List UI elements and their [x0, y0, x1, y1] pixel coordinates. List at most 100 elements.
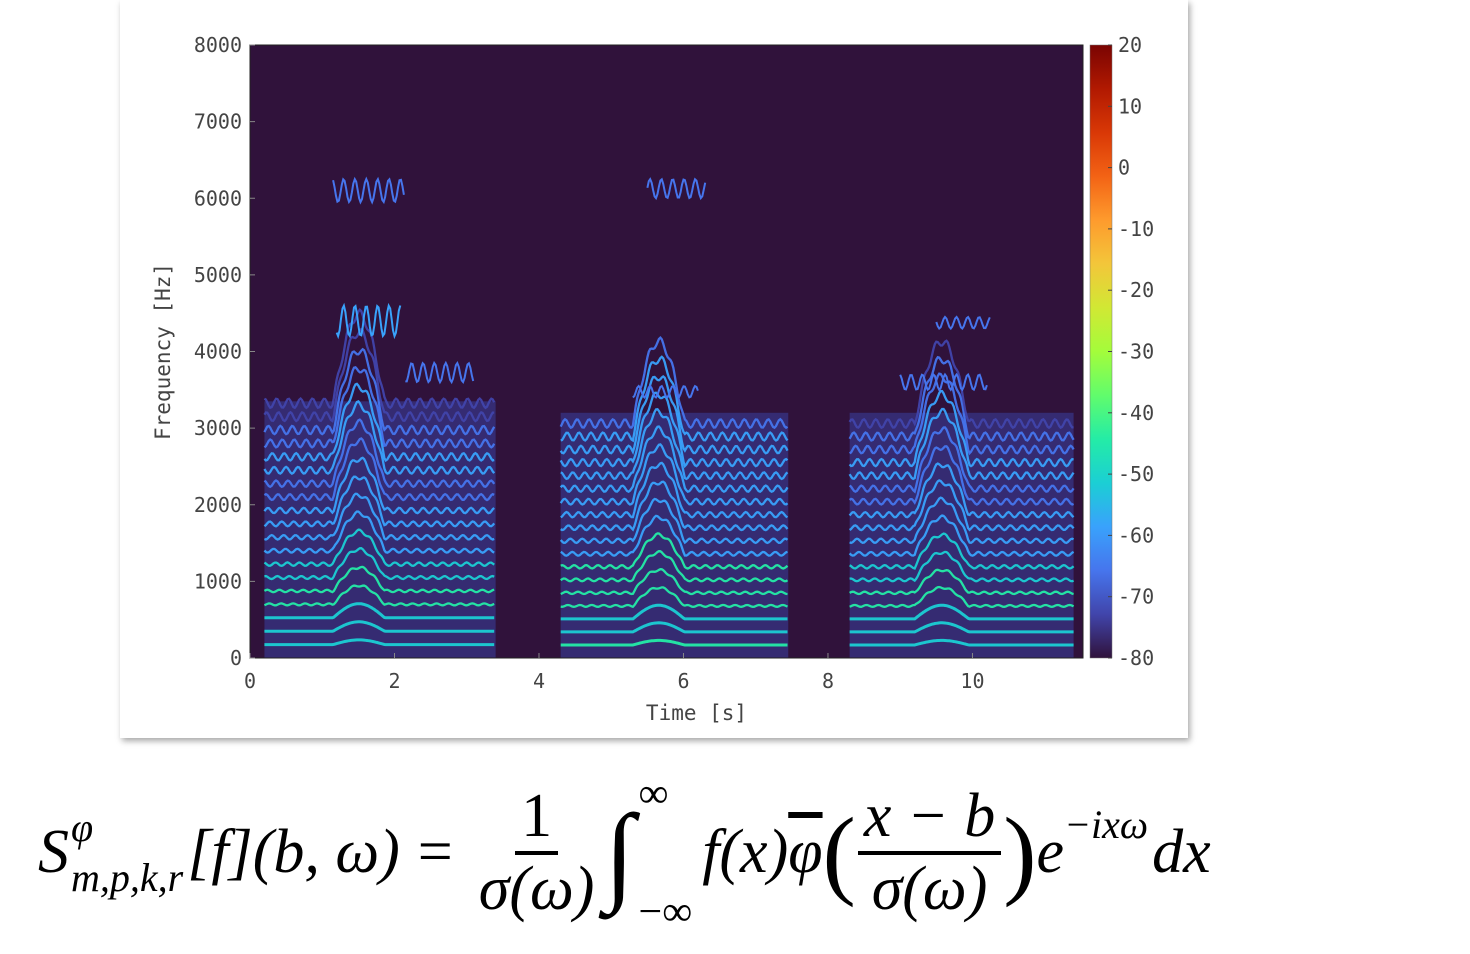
harmonic-line	[848, 426, 1075, 494]
high-frequency-burst	[405, 360, 475, 385]
harmonic-line	[263, 528, 495, 568]
harmonic-line	[560, 568, 788, 596]
y-tick-label: 2000	[194, 493, 242, 517]
harmonic-line	[264, 547, 495, 581]
voiced-segment-2	[848, 339, 1075, 658]
spectrogram-chart: 0 1000 2000 3000 4000 5000 6000 7000 8000 0 2 4 6 8 10…	[151, 33, 1154, 725]
formula-subscript: m,p,k,r	[71, 854, 184, 900]
colorbar-tick-label: 20	[1118, 33, 1142, 57]
colorbar-tick-label: 10	[1118, 94, 1142, 118]
colorbar-tick-label: -50	[1118, 462, 1154, 486]
high-frequency-burst	[335, 302, 402, 340]
harmonic-line	[848, 514, 1075, 557]
harmonic-line	[560, 514, 788, 557]
harmonic-line	[560, 550, 789, 583]
harmonic-line	[263, 347, 496, 436]
x-tick-label: 4	[533, 669, 545, 693]
harmonic-line	[559, 375, 789, 455]
harmonic-line	[559, 497, 789, 545]
harmonic-line	[848, 462, 1075, 519]
integral-sign: ∫	[604, 791, 635, 914]
harmonic-line	[559, 425, 789, 494]
harmonic-line	[849, 532, 1075, 570]
harmonic-line	[848, 407, 1075, 481]
spectrogram-marks	[263, 176, 1075, 658]
colorbar-tick-label: -80	[1118, 646, 1154, 670]
harmonic-line	[560, 586, 788, 609]
colorbar-tick-label: 0	[1118, 156, 1130, 180]
harmonic-line	[263, 400, 496, 475]
x-tick-label: 0	[244, 669, 256, 693]
harmonic-line	[560, 621, 788, 634]
formula-fx: f(x)	[702, 818, 789, 886]
harmonic-line	[849, 496, 1075, 545]
colorbar-tick-label: -10	[1118, 217, 1154, 241]
x-axis-label: Time [s]	[646, 701, 747, 725]
harmonic-line	[264, 602, 495, 620]
harmonic-line	[263, 437, 495, 502]
harmonic-line	[264, 638, 495, 647]
formula-f-bracket: [f]	[187, 818, 253, 886]
formula-S: S	[38, 818, 69, 886]
voiced-segment-1	[559, 336, 789, 658]
formula-scripts: φ m,p,k,r	[71, 804, 184, 900]
formula-dx: dx	[1152, 818, 1211, 886]
x-tick-label: 6	[677, 669, 689, 693]
harmonic-line	[560, 603, 788, 621]
harmonic-line	[849, 585, 1075, 608]
fraction-1-numerator: 1	[515, 782, 559, 855]
integral-limits: ∞ −∞	[639, 773, 693, 933]
formula-exponent: −ixω	[1064, 802, 1149, 847]
harmonic-line	[264, 620, 495, 633]
x-tick-label: 2	[388, 669, 400, 693]
harmonic-line	[849, 603, 1074, 621]
y-tick-label: 5000	[194, 263, 242, 287]
harmonic-line	[263, 418, 496, 489]
formula-fraction-1: 1 σ(ω)	[479, 782, 595, 922]
harmonic-line	[263, 456, 495, 515]
fraction-1-denominator: σ(ω)	[478, 854, 595, 923]
harmonic-line	[849, 638, 1074, 647]
fraction-2-denominator: σ(ω)	[871, 854, 988, 923]
harmonic-line	[263, 565, 495, 594]
harmonic-line	[848, 389, 1074, 468]
harmonic-line	[264, 492, 495, 541]
harmonic-line	[263, 510, 495, 554]
harmonic-line	[263, 327, 495, 423]
harmonic-line	[560, 638, 788, 647]
harmonic-line	[263, 584, 495, 607]
harmonic-line	[559, 443, 789, 506]
harmonic-line	[263, 475, 496, 528]
figure-card: 0 1000 2000 3000 4000 5000 6000 7000 8000 0 2 4 6 8 10…	[120, 0, 1188, 738]
harmonic-line	[848, 445, 1075, 506]
harmonic-line	[848, 479, 1075, 532]
high-frequency-burst	[332, 176, 405, 205]
harmonic-line	[560, 407, 789, 481]
formula-args: (b, ω)	[252, 818, 400, 886]
high-frequency-burst	[899, 372, 988, 392]
colorbar-tick-label: -30	[1118, 340, 1154, 364]
colorbar-tick-label: -70	[1118, 585, 1154, 609]
harmonic-line	[263, 382, 495, 463]
y-axis-label: Frequency [Hz]	[151, 263, 175, 440]
colorbar-tick-label: -60	[1118, 523, 1154, 547]
fraction-2-numerator: x − b	[857, 782, 1002, 855]
formula-phi-bar: φ	[788, 818, 823, 886]
harmonic-line	[560, 532, 789, 570]
formula-e: e	[1036, 818, 1065, 886]
x-tick-label: 10	[960, 669, 984, 693]
x-tick-label: 8	[822, 669, 834, 693]
formula-superscript: φ	[71, 804, 94, 850]
y-tick-label: 1000	[194, 569, 242, 593]
y-tick-label: 3000	[194, 416, 242, 440]
formula-fraction-2: x − b σ(ω)	[857, 782, 1002, 923]
harmonic-line	[849, 621, 1074, 634]
formula-left-paren: (	[822, 797, 856, 908]
colorbar-tick-label: -40	[1118, 401, 1154, 425]
harmonic-line	[263, 308, 496, 410]
harmonic-line	[849, 550, 1074, 583]
voiced-segment-0	[263, 308, 496, 658]
y-tick-label: 6000	[194, 186, 242, 210]
y-tick-label: 4000	[194, 340, 242, 364]
colorbar-tick-label: -20	[1118, 278, 1154, 302]
